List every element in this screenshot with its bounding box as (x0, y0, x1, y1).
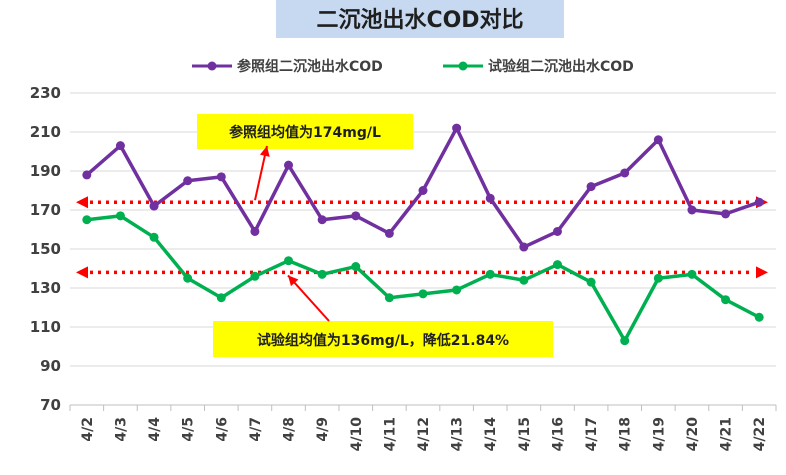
x-tick-label: 4/17 (584, 417, 600, 451)
data-point (183, 273, 193, 283)
x-tick-label: 4/5 (181, 417, 197, 442)
chart-title-background (276, 0, 564, 38)
data-point (620, 336, 630, 346)
pointer-test (287, 274, 330, 322)
annotation-reference-box (197, 114, 413, 149)
legend-reference-marker (207, 61, 217, 71)
data-point (284, 160, 294, 170)
legend: 参照组二沉池出水COD 试验组二沉池出水COD (192, 58, 634, 75)
data-point (721, 209, 731, 219)
data-point (754, 197, 764, 207)
data-point (754, 312, 764, 322)
x-tick-label: 4/8 (282, 417, 298, 442)
y-tick-label: 170 (30, 201, 61, 219)
data-point (586, 277, 596, 287)
arrow-head-left (76, 196, 88, 209)
data-point (115, 211, 125, 221)
data-point (384, 293, 394, 303)
x-tick-label: 4/2 (80, 417, 96, 442)
x-tick-label: 4/12 (416, 417, 432, 451)
data-point (721, 295, 731, 305)
data-point (687, 205, 697, 215)
data-point (653, 273, 663, 283)
y-tick-label: 230 (30, 84, 61, 102)
data-point (653, 135, 663, 145)
data-point (351, 211, 361, 221)
x-tick-label: 4/9 (315, 417, 331, 442)
legend-test-marker (458, 61, 468, 71)
data-point (317, 269, 327, 279)
y-tick-label: 130 (30, 279, 61, 297)
x-tick-label: 4/18 (618, 417, 634, 451)
x-tick-label: 4/21 (719, 417, 735, 451)
data-point (485, 269, 495, 279)
pointer-test-head (288, 275, 299, 287)
data-point (418, 186, 428, 195)
data-point (82, 170, 92, 180)
data-point (82, 215, 92, 225)
data-point (418, 289, 428, 299)
grid-layer (70, 92, 776, 406)
annotation-reference-mean: 参照组均值为174mg/L (197, 114, 413, 149)
x-tick-label: 4/7 (248, 417, 264, 442)
x-tick-label: 4/16 (550, 417, 566, 451)
data-point (384, 228, 394, 238)
y-axis-ticks: 70 90 110 130 150 170 190 210 230 (30, 84, 61, 414)
y-tick-label: 90 (40, 357, 61, 375)
data-point (552, 226, 562, 236)
data-point (452, 123, 462, 133)
data-point (519, 242, 529, 252)
x-tick-label: 4/10 (349, 417, 365, 452)
x-tick-label: 4/13 (450, 417, 466, 451)
data-point (620, 168, 630, 178)
data-point (586, 182, 596, 192)
data-point (284, 256, 294, 266)
x-tick-label: 4/20 (685, 417, 701, 452)
x-tick-label: 4/22 (752, 417, 768, 451)
data-point (216, 293, 226, 303)
data-point (250, 226, 260, 236)
annotation-test-mean: 试验组均值为136mg/L，降低21.84% (213, 321, 553, 357)
data-point (552, 260, 562, 270)
arrow-head-right (756, 266, 768, 279)
chart-title: 二沉池出水COD对比 (316, 8, 523, 33)
data-point (317, 215, 327, 225)
legend-reference-label: 参照组二沉池出水COD (237, 58, 383, 75)
x-axis-ticks: 4/2 4/3 4/4 4/5 4/6 4/7 4/8 4/9 4/10 4/11 4/12 4/13… (69, 405, 777, 452)
x-tick-label: 4/15 (517, 417, 533, 451)
y-tick-label: 70 (40, 396, 61, 414)
annotation-test-text: 试验组均值为136mg/L，降低21.84% (257, 332, 509, 349)
data-point (519, 275, 529, 285)
x-tick-label: 4/3 (113, 417, 129, 442)
pointer-reference-head (259, 146, 270, 157)
y-tick-label: 210 (30, 123, 61, 141)
data-point (351, 262, 361, 272)
x-tick-label: 4/11 (382, 417, 398, 451)
data-point (149, 232, 159, 242)
x-tick-label: 4/19 (651, 417, 667, 451)
data-point (183, 176, 193, 186)
data-point (485, 193, 495, 203)
data-point (115, 141, 125, 151)
legend-test-label: 试验组二沉池出水COD (488, 58, 634, 75)
x-tick-label: 4/6 (214, 417, 230, 442)
x-tick-label: 4/14 (483, 417, 499, 452)
y-tick-label: 110 (30, 318, 61, 336)
data-point (452, 285, 462, 295)
data-point (687, 269, 697, 279)
x-tick-label: 4/4 (147, 417, 163, 442)
data-point (216, 172, 226, 182)
series-layer (82, 123, 764, 346)
data-point (250, 271, 260, 281)
annotation-test-box (213, 321, 553, 357)
y-tick-label: 190 (30, 162, 61, 180)
data-point (149, 201, 159, 211)
arrow-head-left (76, 266, 88, 279)
annotation-reference-text: 参照组均值为174mg/L (229, 124, 381, 141)
y-tick-label: 150 (30, 240, 61, 258)
annotation-pointers (254, 145, 330, 322)
